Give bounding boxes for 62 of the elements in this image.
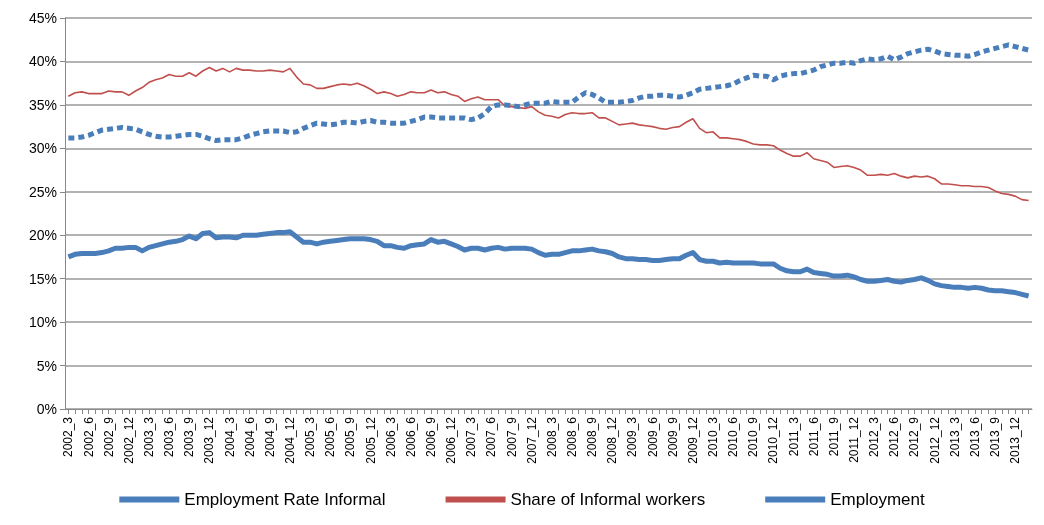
x-tick-label: 2003_3 bbox=[141, 416, 156, 458]
x-tick-label: 2008_6 bbox=[565, 416, 579, 458]
x-tick-label: 2010_3 bbox=[706, 416, 721, 458]
x-tick-label: 2005_9 bbox=[343, 416, 358, 458]
y-tick-label: 40% bbox=[28, 53, 57, 70]
x-tick-label: 2003_12 bbox=[202, 416, 217, 464]
y-tick-label: 20% bbox=[28, 227, 57, 244]
x-tick-label: 2002_9 bbox=[101, 416, 116, 458]
x-tick-label: 2008_9 bbox=[585, 416, 600, 458]
y-tick-label: 10% bbox=[28, 314, 57, 331]
x-tick-label: 2009_12 bbox=[685, 416, 700, 464]
x-tick-label: 2004_3 bbox=[222, 416, 237, 458]
x-tick-label: 2007_6 bbox=[484, 416, 499, 458]
x-tick-label: 2010_6 bbox=[726, 416, 741, 458]
legend-label: Employment bbox=[830, 490, 925, 509]
y-tick-label: 5% bbox=[36, 357, 57, 374]
y-tick-label: 35% bbox=[28, 96, 57, 113]
y-tick-label: 45% bbox=[28, 10, 57, 26]
x-tick-label: 2006_12 bbox=[444, 416, 459, 464]
x-tick-label: 2013_6 bbox=[967, 416, 982, 458]
line-series bbox=[67, 66, 1030, 202]
x-tick-label: 2004_6 bbox=[242, 416, 257, 458]
x-tick-label: 2003_6 bbox=[162, 416, 177, 458]
x-tick-label: 2009_9 bbox=[665, 416, 680, 458]
x-tick-label: 2007_3 bbox=[464, 416, 479, 458]
x-tick-label: 2012_6 bbox=[887, 416, 902, 458]
x-tick-label: 2005_6 bbox=[323, 416, 338, 458]
x-tick-label: 2004_9 bbox=[262, 416, 277, 458]
x-tick-label: 2006_6 bbox=[403, 416, 418, 458]
x-tick-label: 2007_9 bbox=[504, 416, 519, 458]
x-tick-label: 2002_3 bbox=[61, 416, 76, 458]
x-tick-label: 2008_3 bbox=[544, 416, 559, 458]
x-tick-label: 2005_3 bbox=[303, 416, 318, 458]
x-tick-label: 2012_9 bbox=[907, 416, 922, 458]
x-tick-label: 2006_9 bbox=[423, 416, 438, 458]
x-tick-label: 2012_12 bbox=[927, 416, 942, 464]
x-tick-label: 2011_3 bbox=[786, 416, 801, 457]
x-tick-label: 2002_12 bbox=[121, 416, 136, 464]
x-tick-label: 2005_12 bbox=[363, 416, 378, 464]
x-tick-label: 2002_6 bbox=[81, 416, 96, 458]
x-tick-label: 2009_3 bbox=[625, 416, 640, 458]
x-tick-label: 2013_9 bbox=[988, 416, 1003, 458]
x-tick-label: 2009_6 bbox=[645, 416, 660, 458]
x-tick-label: 2007_12 bbox=[524, 416, 539, 464]
x-tick-label: 2013_3 bbox=[947, 416, 962, 458]
legend-label: Share of Informal workers bbox=[510, 490, 706, 509]
x-tick-label: 2011_9 bbox=[826, 416, 841, 457]
x-tick-label: 2006_3 bbox=[383, 416, 398, 458]
x-tick-label: 2010_12 bbox=[766, 416, 781, 464]
legend-label: Employment Rate Informal bbox=[184, 490, 386, 509]
y-tick-label: 25% bbox=[28, 183, 57, 200]
x-tick-label: 2003_9 bbox=[182, 416, 197, 458]
x-tick-label: 2013_12 bbox=[1008, 416, 1023, 464]
y-tick-label: 30% bbox=[28, 140, 57, 157]
y-tick-label: 0% bbox=[36, 401, 57, 417]
x-tick-label: 2012_3 bbox=[867, 416, 882, 458]
x-tick-label: 2011_6 bbox=[806, 416, 821, 457]
x-tick-label: 2010_9 bbox=[746, 416, 761, 458]
x-tick-label: 2004_12 bbox=[282, 416, 297, 464]
y-tick-label: 15% bbox=[28, 270, 57, 287]
x-tick-label: 2011_12 bbox=[847, 416, 862, 463]
x-tick-label: 2008_12 bbox=[605, 416, 620, 464]
